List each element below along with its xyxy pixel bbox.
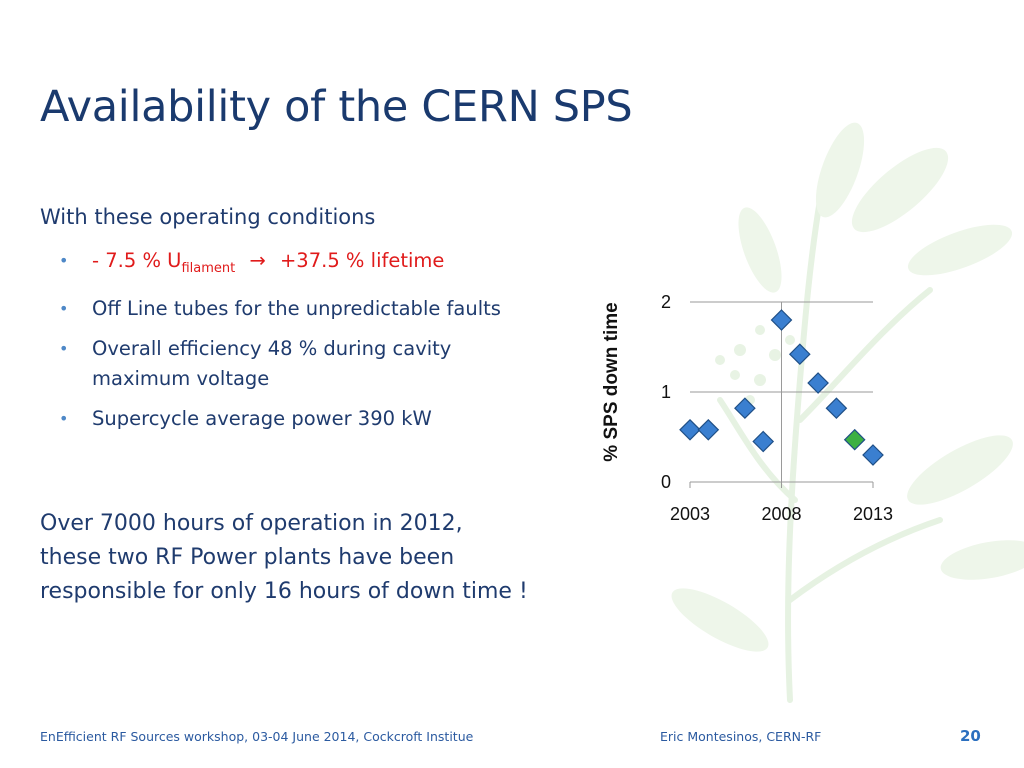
data-point-marker xyxy=(825,397,848,420)
bullet-text: Overall efficiency 48 % during cavity ma… xyxy=(92,336,452,390)
bullet-item: • Supercycle average power 390 kW xyxy=(40,404,510,434)
bullet-item: • Off Line tubes for the unpredictable f… xyxy=(40,294,510,324)
arrow-symbol: → xyxy=(249,249,266,272)
data-point-marker xyxy=(752,430,775,453)
footer-author: Eric Montesinos, CERN-RF xyxy=(660,729,822,744)
downtime-scatter-chart: 0 1 2 2003 2008 2013 % SPS down time xyxy=(601,292,893,524)
data-point-marker xyxy=(843,428,866,451)
y-tick-label: 2 xyxy=(661,292,671,312)
page-number: 20 xyxy=(960,727,981,745)
filament-prefix: - 7.5 % U xyxy=(92,249,182,272)
data-point-marker xyxy=(734,397,756,420)
y-tick-label: 0 xyxy=(661,472,671,492)
lifetime-text: +37.5 % lifetime xyxy=(279,249,445,272)
bullet-dot: • xyxy=(59,298,69,318)
data-point-marker xyxy=(807,372,829,394)
x-tick-label: 2003 xyxy=(670,504,710,524)
filament-subscript: filament xyxy=(181,260,236,276)
x-tick-label: 2013 xyxy=(853,504,893,524)
data-point-marker xyxy=(788,343,811,366)
y-tick-label: 1 xyxy=(661,382,671,402)
intro-text: With these operating conditions xyxy=(40,205,376,229)
summary-paragraph: Over 7000 hours of operation in 2012, th… xyxy=(40,511,528,604)
data-point-marker xyxy=(862,444,884,466)
bullet-dot: • xyxy=(59,338,69,358)
bullet-dot: • xyxy=(59,408,69,428)
bullet-filament-lifetime: • - 7.5 % Ufilament → +37.5 % lifetime xyxy=(40,246,510,284)
bullet-dot: • xyxy=(59,251,69,270)
data-point-marker xyxy=(770,309,793,331)
data-point-marker xyxy=(679,418,701,441)
footer-event: EnEfficient RF Sources workshop, 03-04 J… xyxy=(40,729,474,744)
bullet-item: • Overall efficiency 48 % during cavity … xyxy=(40,334,510,394)
y-axis-label: % SPS down time xyxy=(601,302,622,461)
bullet-text: Off Line tubes for the unpredictable fau… xyxy=(92,296,501,320)
bullet-text: Supercycle average power 390 kW xyxy=(92,406,432,430)
bullet-list: • - 7.5 % Ufilament → +37.5 % lifetime •… xyxy=(40,246,510,444)
x-tick-label: 2008 xyxy=(761,504,801,524)
data-point-marker xyxy=(697,418,720,441)
slide-title: Availability of the CERN SPS xyxy=(40,82,633,132)
